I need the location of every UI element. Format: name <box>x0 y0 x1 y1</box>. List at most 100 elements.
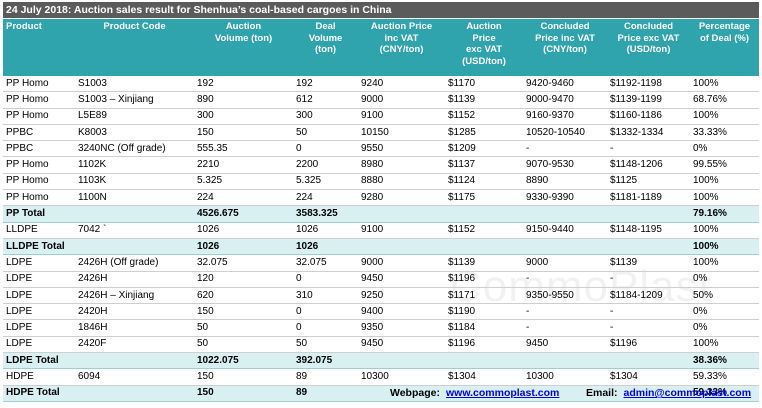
table-cell: 59.33% <box>690 385 759 402</box>
table-cell: $1209 <box>445 140 523 158</box>
table-cell: 9000 <box>358 254 445 272</box>
table-cell: 1026 <box>194 238 293 256</box>
table-cell: 620 <box>194 287 293 305</box>
column-header-line: Price exc VAT <box>617 32 680 44</box>
column-header-line: Auction <box>466 21 502 32</box>
column-header-line: Price inc VAT <box>535 32 595 44</box>
column-header-line: Concluded <box>623 21 674 32</box>
table-cell <box>523 385 607 402</box>
table-cell: 89 <box>293 368 358 386</box>
table-cell: 50 <box>293 336 358 354</box>
table-cell: 890 <box>194 91 293 109</box>
table-cell <box>358 205 445 223</box>
column-header: Auction Price inc VAT (CNY/ton) <box>358 19 445 76</box>
table-cell: 9160-9370 <box>523 108 607 125</box>
table-cell <box>445 385 523 402</box>
table-cell: PP Homo <box>3 76 75 93</box>
table-cell: PPBC <box>3 124 75 142</box>
table-row: LDPE 2426H – Xinjiang 620 310 9250 $1171 9350-… <box>3 287 759 305</box>
table-cell <box>523 352 607 370</box>
column-header-line: (CNY/ton) <box>379 44 424 55</box>
table-cell: - <box>607 319 690 337</box>
table-cell: 150 <box>194 368 293 386</box>
table-cell: 50% <box>690 287 759 305</box>
table-cell: 6094 <box>75 368 194 386</box>
total-row: LLDPE Total 1026 1026 100% <box>3 238 759 256</box>
table-cell: 5.325 <box>194 173 293 191</box>
footer-webpage: Webpage: www.commoplast.com <box>390 387 559 399</box>
table-cell: 2426H – Xinjiang <box>75 287 194 305</box>
table-cell: 0 <box>293 140 358 158</box>
table-cell: $1139-1199 <box>607 91 690 109</box>
column-header-line: Product <box>6 21 42 32</box>
table-cell: 2420F <box>75 336 194 354</box>
table-cell: 9450 <box>358 336 445 354</box>
table-cell: 1100N <box>75 189 194 207</box>
table-cell: 1026 <box>293 238 358 256</box>
table-cell: PP Homo <box>3 173 75 191</box>
column-header-line: Deal <box>315 21 336 32</box>
table-cell: 2426H (Off grade) <box>75 254 194 272</box>
table-cell <box>445 238 523 256</box>
table-cell: LLDPE <box>3 222 75 239</box>
table-cell <box>358 385 445 402</box>
table-cell <box>358 238 445 256</box>
table-cell: 1103K <box>75 173 194 191</box>
table-cell: 1026 <box>194 222 293 239</box>
column-header: Auction Volume (ton) <box>194 19 293 76</box>
table-cell: 150 <box>194 385 293 402</box>
table-cell: 5.325 <box>293 173 358 191</box>
table-cell: 9150-9440 <box>523 222 607 239</box>
total-row: PP Total 4526.675 3583.325 79.16% <box>3 205 759 223</box>
table-cell: 38.36% <box>690 352 759 370</box>
table-cell: 3583.325 <box>293 205 358 223</box>
table-cell: $1160-1186 <box>607 108 690 125</box>
column-header: Concluded Price exc VAT (USD/ton) <box>607 19 690 76</box>
table-row: PPBC 3240NC (Off grade) 555.35 0 9550 $1209- -… <box>3 140 759 158</box>
column-header-line: Auction <box>225 21 262 32</box>
table-row: PP Homo 1100N 224 224 9280 $1175 9330-9390 $118… <box>3 189 759 207</box>
table-cell: 9000 <box>358 91 445 109</box>
table-cell: 9000-9470 <box>523 91 607 109</box>
webpage-link[interactable]: www.commoplast.com <box>445 387 560 399</box>
column-header: Percentage of Deal (%) <box>690 19 759 76</box>
table-cell <box>358 352 445 370</box>
table-cell: $1139 <box>445 254 523 272</box>
table-cell: 2210 <box>194 156 293 174</box>
table-cell: 120 <box>194 271 293 288</box>
table-body: PP Homo S1003 192 192 9240 $1170 9420-9460 $119… <box>3 76 759 402</box>
table-cell: 150 <box>194 124 293 142</box>
table-cell: 100% <box>690 336 759 354</box>
table-cell: 100% <box>690 254 759 272</box>
table-cell: 59.33% <box>690 368 759 386</box>
table-cell: 9000 <box>523 254 607 272</box>
table-cell: $1148-1206 <box>607 156 690 174</box>
column-header-line: Product Code <box>103 21 166 32</box>
table-cell: 2426H <box>75 271 194 288</box>
table-cell: 2420H <box>75 303 194 321</box>
table-cell: - <box>523 303 607 321</box>
table-cell: 4526.675 <box>194 205 293 223</box>
table-cell: HDPE Total <box>3 385 75 402</box>
table-cell: PPBC <box>3 140 75 158</box>
table-cell: 224 <box>293 189 358 207</box>
table-cell: 9330-9390 <box>523 189 607 207</box>
table-row: PP Homo L5E89 300 300 9100 $1152 9160-9370 $116… <box>3 108 759 125</box>
table-cell: 192 <box>194 76 293 93</box>
table-row: LDPE 2426H 120 0 9450 $1196- -0% <box>3 271 759 288</box>
table-cell <box>75 385 194 402</box>
table-cell: 0 <box>293 271 358 288</box>
column-header-line: Volume (ton) <box>214 32 273 44</box>
table-cell: 9240 <box>358 76 445 93</box>
footer: Webpage: www.commoplast.com Email: admin@c… <box>0 385 762 403</box>
footer-email: Email: admin@commoplast.com <box>586 387 751 399</box>
table-cell: LDPE <box>3 254 75 272</box>
table-cell <box>607 352 690 370</box>
table-cell: 9350 <box>358 319 445 337</box>
table-cell: $1124 <box>445 173 523 191</box>
table-cell: 100% <box>690 238 759 256</box>
column-header: Product Code <box>75 19 194 76</box>
table-cell: $1152 <box>445 108 523 125</box>
table-cell: 100% <box>690 173 759 191</box>
email-link[interactable]: admin@commoplast.com <box>623 387 752 399</box>
